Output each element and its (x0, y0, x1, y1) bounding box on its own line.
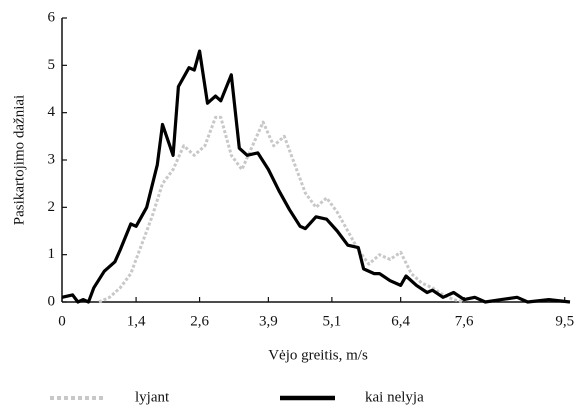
y-tick-label: 6 (48, 9, 56, 25)
x-tick-label: 6,4 (391, 313, 410, 329)
x-tick-label: 0 (58, 313, 66, 329)
y-tick-label: 5 (48, 57, 56, 73)
x-tick-label: 2,6 (190, 313, 209, 329)
y-tick-label: 4 (48, 104, 56, 120)
y-axis-label: Pasikartojimo dažniai (11, 95, 27, 225)
y-tick-label: 3 (48, 151, 56, 167)
x-axis-label: Vėjo greitis, m/s (268, 347, 368, 363)
x-tick-label: 3,9 (259, 313, 278, 329)
series-line (98, 115, 465, 304)
y-tick-label: 2 (48, 199, 56, 215)
x-tick-label: 9,5 (555, 313, 574, 329)
y-tick-label: 0 (48, 293, 56, 309)
x-tick-label: 7,6 (455, 313, 474, 329)
legend-label: kai nelyja (365, 389, 424, 405)
x-tick-label: 5,1 (323, 313, 342, 329)
series-line (61, 49, 571, 304)
x-tick-label: 1,4 (127, 313, 146, 329)
legend-label: lyjant (135, 389, 170, 405)
y-tick-label: 1 (48, 246, 56, 262)
